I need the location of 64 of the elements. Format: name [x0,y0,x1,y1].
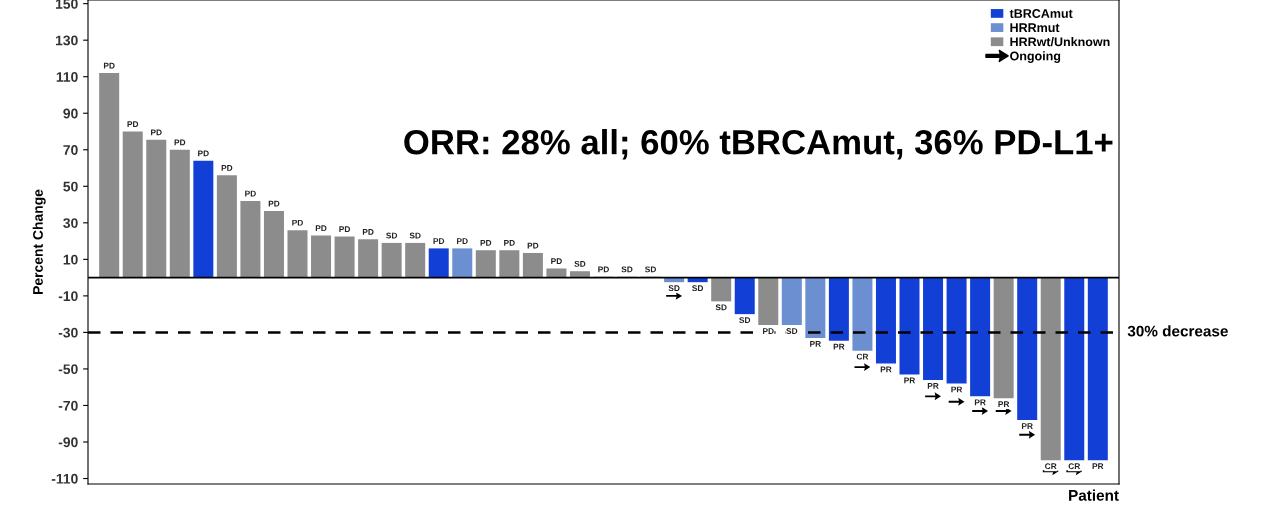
data-label: PD [315,225,327,232]
data-label: PD [103,62,115,69]
data-label: PD [551,258,562,264]
data-label: PR [1021,423,1033,429]
data-label: SD [668,285,680,292]
data-label: PD [504,239,515,246]
y-tick-label: 70 [63,145,78,155]
data-label: PD [763,328,774,334]
data-label: PD [151,129,162,136]
data-label: PD [362,229,374,235]
data-label: PR [880,366,892,373]
data-label: PR [833,343,845,350]
legend-label: tBRCAmut [1009,9,1073,18]
data-label: PD [527,242,539,249]
y-tick-label: 90 [63,108,78,119]
annotation: ORR: 28% all; 60% tBRCAmut, 36% PD-L1+ [404,129,1113,160]
y-tick-label: -10 [58,291,78,302]
data-label: PR [1092,463,1104,470]
data-label: PD [127,121,139,127]
data-label: PR [810,340,821,347]
y-tick-label: 130 [55,35,78,46]
data-label: SD [386,232,398,239]
data-label: PR [904,377,916,384]
data-label: PD [339,226,351,233]
data-label: SD [621,266,633,273]
data-label: PD [174,139,186,146]
data-label: PR [998,401,1010,407]
data-label: CR [1045,463,1057,470]
data-label: PR [951,386,963,393]
data-label: PD [457,238,468,244]
data-label: PD [480,239,492,246]
y-tick-label: -30 [58,327,78,338]
legend-label: Ongoing [1010,51,1061,63]
data-label: PD [598,266,609,273]
y-tick-label: 10 [63,254,78,265]
ref-line-label: 30% decrease [1127,325,1228,337]
legend-label: HRRmut [1010,23,1060,33]
data-label: PD [221,165,233,171]
y-tick-label: 30 [63,218,78,229]
data-label: PR [974,399,986,406]
legend-label: HRRwt/Unknown [1010,37,1110,47]
y-tick-label: -110 [51,473,78,484]
data-label: PR [927,382,939,389]
y-tick-label: -70 [58,400,78,411]
data-label: CR [1068,463,1081,470]
data-label: PD [433,238,445,244]
data-label: SD [409,232,421,239]
data-label: SD [574,260,586,267]
y-tick-label: -50 [58,364,78,375]
data-label: SD [786,328,798,334]
y-tick-label: -90 [58,437,78,448]
y-tick-label: 50 [63,181,78,192]
data-label: SD [645,266,657,273]
y-axis-title: Percent Change [32,189,46,294]
data-label: SD [739,317,751,324]
data-label: PD [198,150,209,157]
y-tick-label: 110 [56,72,78,82]
data-label: PD [245,190,256,197]
x-axis-title: Patient [1069,489,1119,501]
data-label: SD [692,285,704,292]
data-label: PD [292,219,303,226]
data-label: CR [856,353,869,360]
data-label: SD [715,304,727,311]
data-label: PD [268,200,280,207]
